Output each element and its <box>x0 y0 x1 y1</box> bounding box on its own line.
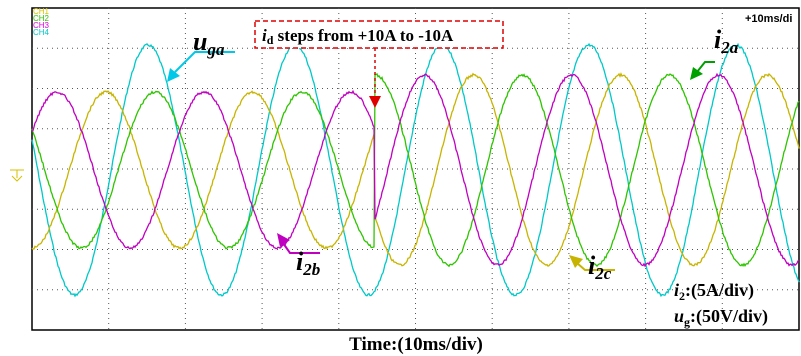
x-axis-label: Time:(10ms/div) <box>349 334 483 355</box>
label-sub: 2b <box>302 260 320 279</box>
channel-label: CH4 <box>33 28 50 37</box>
label-sub: ga <box>206 40 225 59</box>
label-sub: 2a <box>720 38 739 57</box>
channel-list: CH1 CH2 CH3 CH4 <box>33 7 50 37</box>
scope-figure: CH1 CH2 CH3 CH4 +10ms/di id steps from +… <box>0 0 801 356</box>
annotation-text: steps from +10A to -10A <box>273 26 454 45</box>
trigger-marker <box>10 170 24 181</box>
scale-i2: i2:(5A/div) <box>674 280 754 303</box>
scale-text: :(5A/div) <box>685 280 754 301</box>
scale-main: u <box>674 306 684 326</box>
timebase: +10ms/di <box>745 13 792 25</box>
scale-text: :(50V/div) <box>690 306 768 327</box>
annotation: id steps from +10A to -10A <box>262 26 454 47</box>
label-sub: 2c <box>594 264 612 283</box>
label-main: u <box>193 27 207 56</box>
page: {"channels": ["CH1", "CH2", "CH3", "CH4"… <box>0 0 801 356</box>
